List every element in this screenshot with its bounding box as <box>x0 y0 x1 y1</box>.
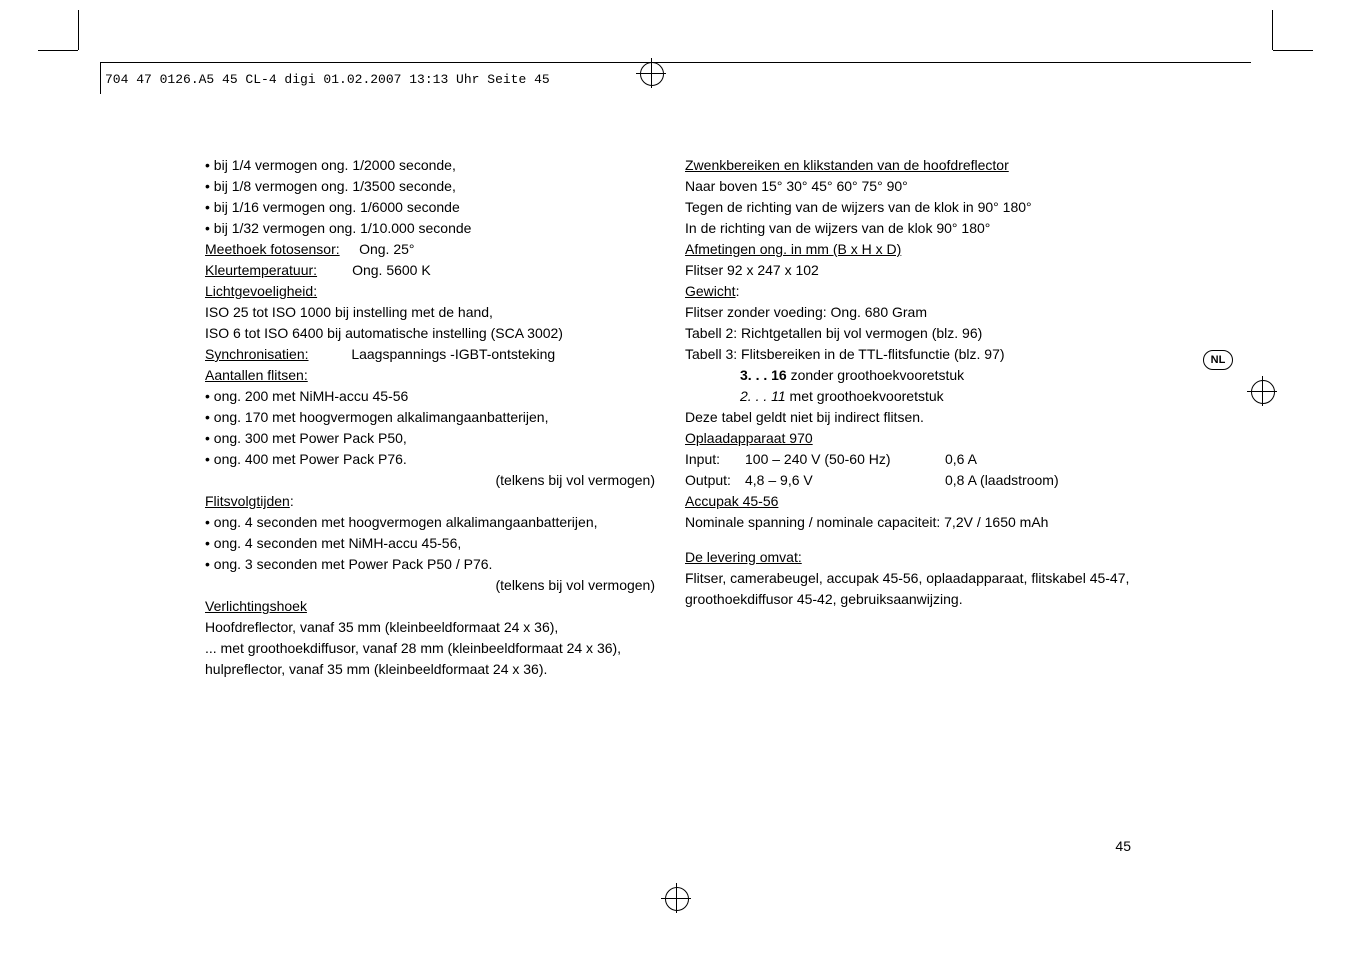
text: hulpreflector, vanaf 35 mm (kleinbeeldfo… <box>205 659 655 680</box>
text: ISO 6 tot ISO 6400 bij automatische inst… <box>205 323 655 344</box>
text: Verlichtingshoek <box>205 596 655 617</box>
left-column: • bij 1/4 vermogen ong. 1/2000 seconde, … <box>205 155 655 680</box>
text: Flitser 92 x 247 x 102 <box>685 260 1135 281</box>
text: • bij 1/32 vermogen ong. 1/10.000 second… <box>205 218 655 239</box>
text: Meethoek fotosensor: Ong. 25° <box>205 239 655 260</box>
text: • ong. 300 met Power Pack P50, <box>205 428 655 449</box>
text: Flitser zonder voeding: Ong. 680 Gram <box>685 302 1135 323</box>
text: • bij 1/4 vermogen ong. 1/2000 seconde, <box>205 155 655 176</box>
text: Tegen de richting van de wijzers van de … <box>685 197 1135 218</box>
text: • bij 1/16 vermogen ong. 1/6000 seconde <box>205 197 655 218</box>
text: • ong. 170 met hoogvermogen alkalimangaa… <box>205 407 655 428</box>
text: Accupak 45-56 <box>685 491 1135 512</box>
header-text: 704 47 0126.A5 45 CL-4 digi 01.02.2007 1… <box>105 72 550 87</box>
text: • ong. 4 seconden met hoogvermogen alkal… <box>205 512 655 533</box>
text: Naar boven 15° 30° 45° 60° 75° 90° <box>685 176 1135 197</box>
text: Kleurtemperatuur: Ong. 5600 K <box>205 260 655 281</box>
text: ... met groothoekdiffusor, vanaf 28 mm (… <box>205 638 655 659</box>
text: Output: 4,8 – 9,6 V 0,8 A (laadstroom) <box>685 470 1135 491</box>
reg-mark-top <box>640 62 662 89</box>
text: (telkens bij vol vermogen) <box>205 575 655 596</box>
text: Deze tabel geldt niet bij indirect flits… <box>685 407 1135 428</box>
text: 2. . . 11 met groothoekvooretstuk <box>685 386 1135 407</box>
language-badge: NL <box>1203 350 1233 370</box>
text: Tabell 2: Richtgetallen bij vol vermogen… <box>685 323 1135 344</box>
text: Input: 100 – 240 V (50-60 Hz) 0,6 A <box>685 449 1135 470</box>
text: Synchronisatien: Laagspannings -IGBT-ont… <box>205 344 655 365</box>
page-content: • bij 1/4 vermogen ong. 1/2000 seconde, … <box>205 155 1135 680</box>
right-column: Zwenkbereiken en klikstanden van de hoof… <box>685 155 1135 680</box>
reg-mark-right <box>1251 380 1273 407</box>
text: ISO 25 tot ISO 1000 bij instelling met d… <box>205 302 655 323</box>
text: Hoofdreflector, vanaf 35 mm (kleinbeeldf… <box>205 617 655 638</box>
text: • ong. 3 seconden met Power Pack P50 / P… <box>205 554 655 575</box>
text: • ong. 200 met NiMH-accu 45-56 <box>205 386 655 407</box>
text: (telkens bij vol vermogen) <box>205 470 655 491</box>
text: Afmetingen ong. in mm (B x H x D) <box>685 239 1135 260</box>
text: De levering omvat: <box>685 547 1135 568</box>
page-number: 45 <box>1115 838 1131 854</box>
text: Flitsvolgtijden: <box>205 491 655 512</box>
text: • bij 1/8 vermogen ong. 1/3500 seconde, <box>205 176 655 197</box>
text: Oplaadapparaat 970 <box>685 428 1135 449</box>
text: Zwenkbereiken en klikstanden van de hoof… <box>685 155 1135 176</box>
header-rule <box>100 62 1251 63</box>
text: Gewicht: <box>685 281 1135 302</box>
reg-mark-bottom <box>665 887 687 914</box>
text: Flitser, camerabeugel, accupak 45-56, op… <box>685 568 1135 610</box>
header-rule-v <box>100 62 101 94</box>
text: Nominale spanning / nominale capaciteit:… <box>685 512 1135 533</box>
text: Lichtgevoeligheid: <box>205 281 655 302</box>
text: 3. . . 16 zonder groothoekvooretstuk <box>685 365 1135 386</box>
text: Tabell 3: Flitsbereiken in de TTL-flitsf… <box>685 344 1135 365</box>
text: • ong. 4 seconden met NiMH-accu 45-56, <box>205 533 655 554</box>
text: In de richting van de wijzers van de klo… <box>685 218 1135 239</box>
text: Aantallen flitsen: <box>205 365 655 386</box>
text: • ong. 400 met Power Pack P76. <box>205 449 655 470</box>
